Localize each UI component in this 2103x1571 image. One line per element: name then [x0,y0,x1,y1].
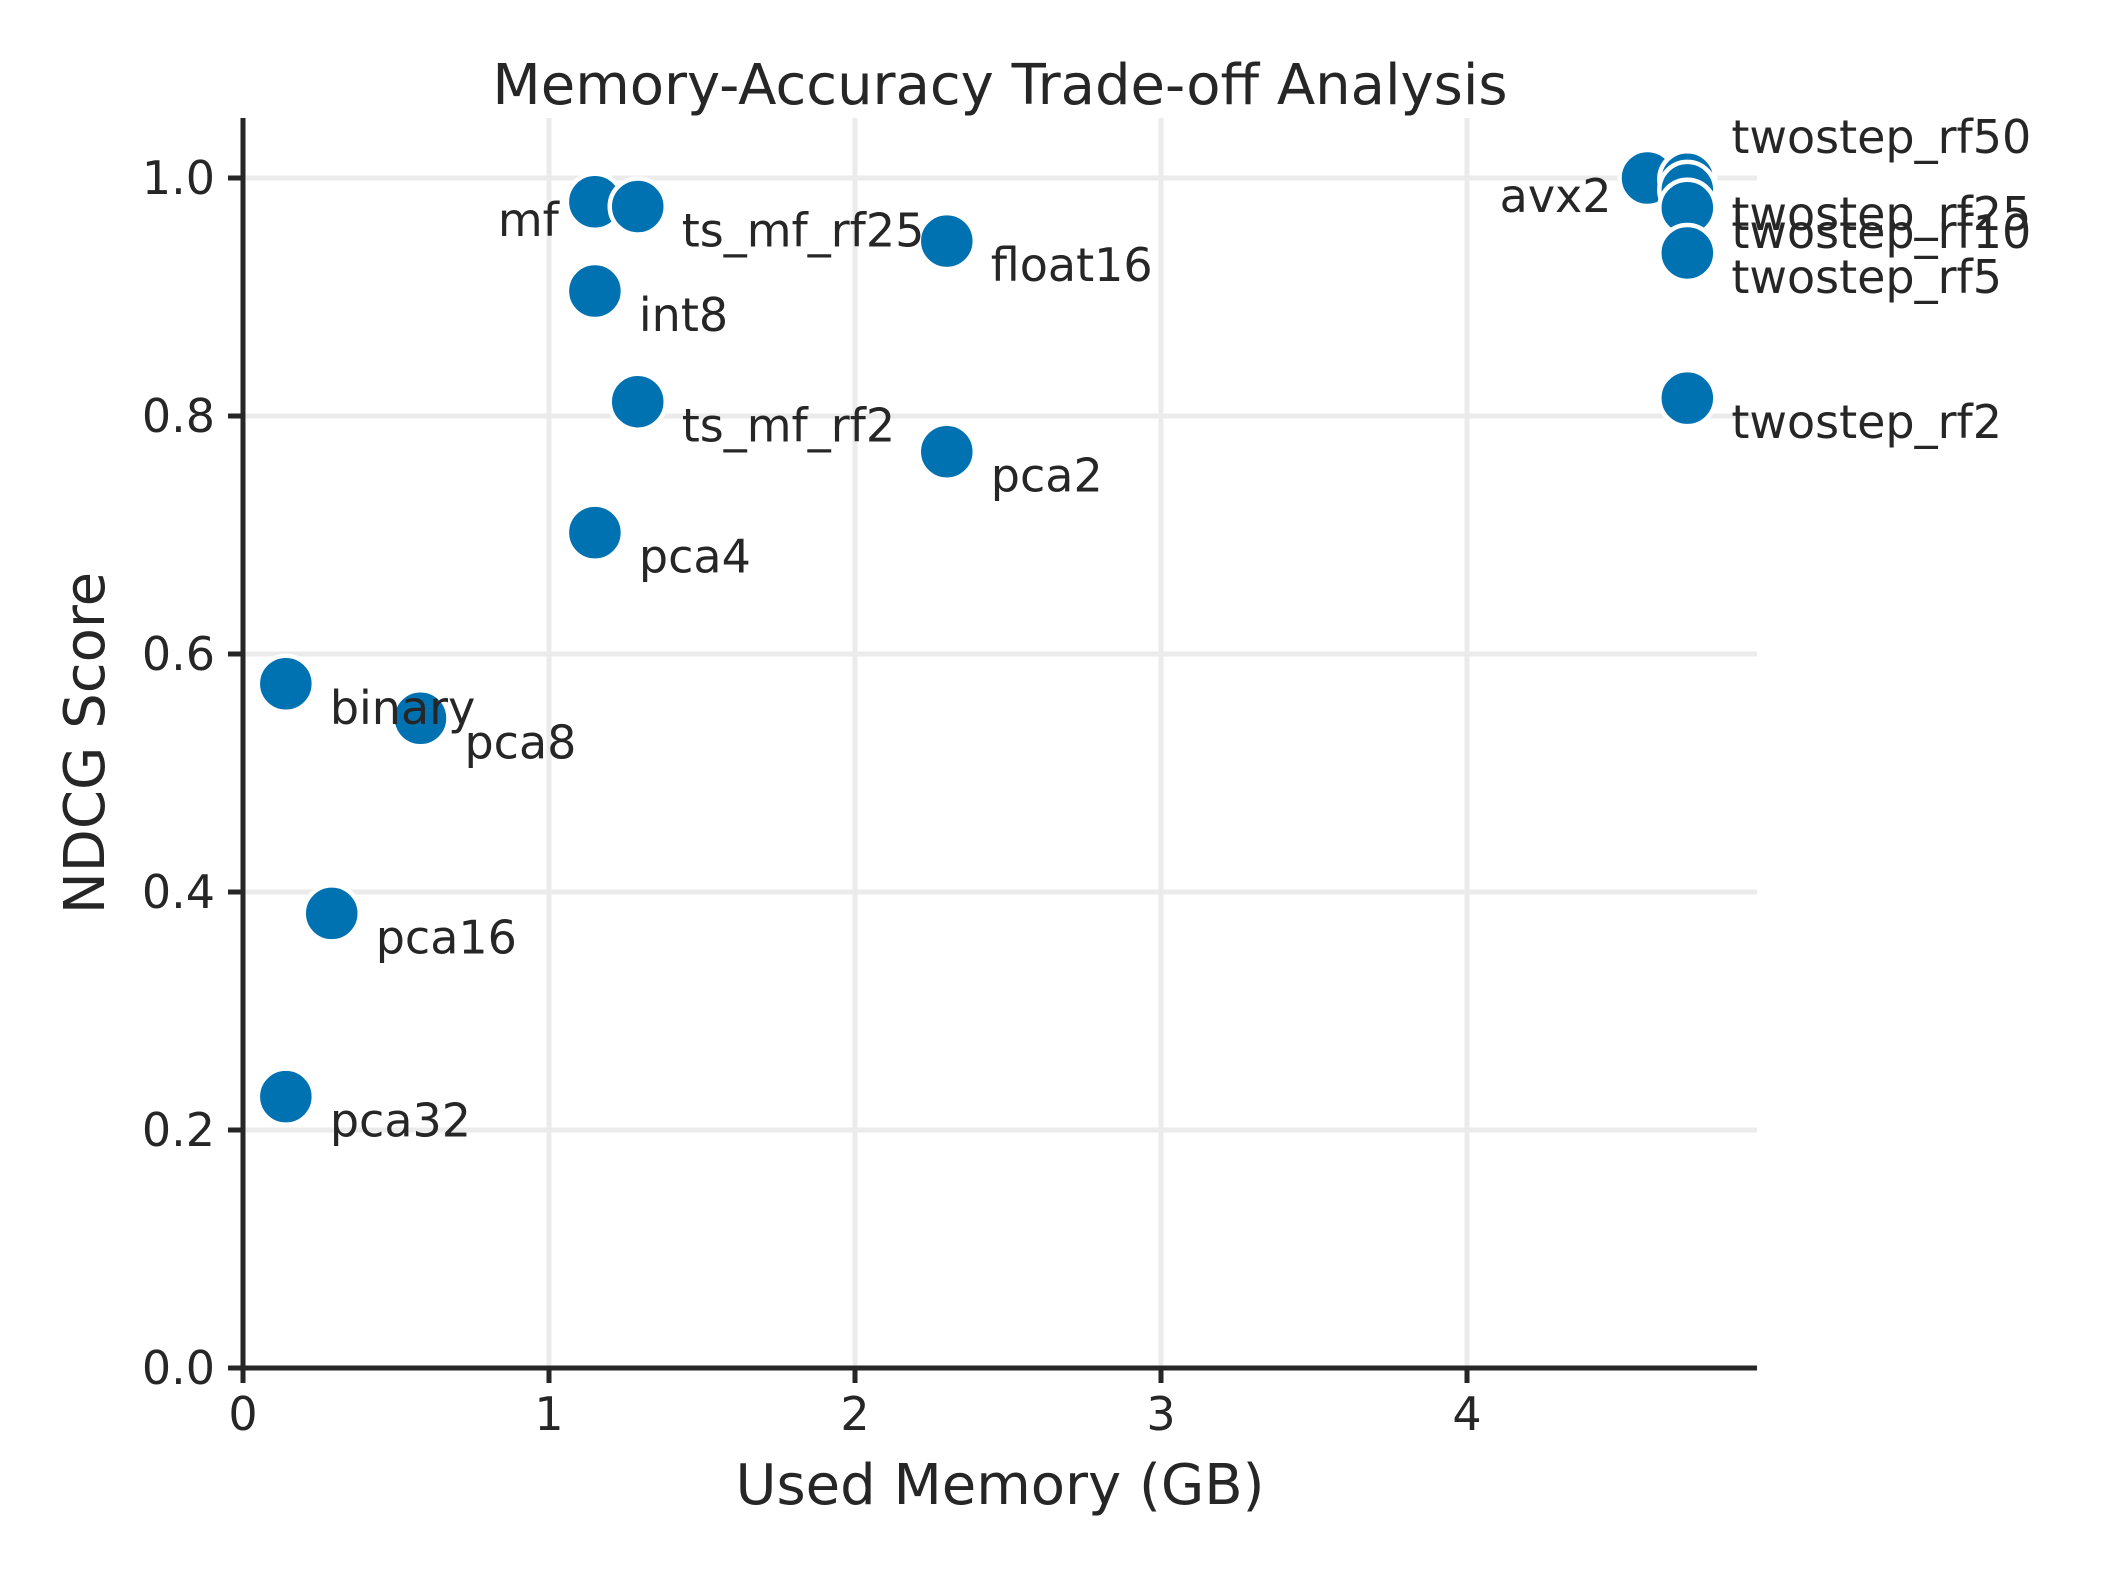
x-tick-label: 3 [1146,1387,1175,1441]
data-point [564,260,626,322]
x-tick-label: 0 [228,1387,257,1441]
point-label: twostep_rf25 [1731,187,2031,241]
point-label: pca32 [330,1094,471,1148]
axes-layer [240,118,1757,1371]
point-label: pca4 [639,530,751,584]
data-point [607,176,668,237]
point-label: pca8 [464,715,576,769]
data-point [1657,222,1718,284]
y-tick-label: 1.0 [142,151,215,205]
data-point [255,1066,317,1127]
x-tick-label: 4 [1452,1387,1481,1441]
y-tick-label: 0.0 [142,1341,215,1395]
point-label: avx2 [1500,169,1612,223]
data-point [607,371,668,432]
point-label: binary [330,681,475,735]
ticks-layer: 0 1 2 3 4 0.0 0.2 0.4 0.6 0.8 1.0 [142,151,1482,1441]
point-label: pca16 [376,910,517,964]
x-axis-label: Used Memory (GB) [735,1453,1264,1518]
x-tick-label: 1 [534,1387,563,1441]
data-point [916,421,978,482]
y-tick-label: 0.6 [142,627,215,681]
point-label: ts_mf_rf2 [682,399,895,453]
y-tick-label: 0.2 [142,1103,215,1157]
data-point [390,688,451,749]
data-point [916,210,978,272]
point-label: pca2 [991,449,1103,503]
point-label: ts_mf_rf25 [682,204,925,258]
point-label: twostep_rf10 [1731,205,2031,259]
point-labels-layer: mf ts_mf_rf25 float16 int8 ts_mf_rf2 pca2 pca4… [330,110,2031,1147]
point-label: twostep_rf50 [1731,110,2031,164]
point-label: int8 [639,288,728,342]
point-label: twostep_rf5 [1731,250,2002,304]
data-point [255,653,317,714]
x-tick-label: 2 [840,1387,869,1441]
y-axis-label: NDCG Score [53,572,118,914]
points-layer [255,147,1718,1127]
data-point [564,502,626,563]
data-point [1657,367,1718,429]
chart-title: Memory-Accuracy Trade-off Analysis [492,53,1507,118]
y-tick-label: 0.4 [142,865,215,919]
data-point [301,883,362,944]
point-label: mf [498,193,561,247]
y-tick-label: 0.8 [142,389,215,443]
grid-layer [243,118,1757,1368]
point-label: twostep_rf2 [1731,395,2002,449]
point-label: float16 [991,238,1153,292]
